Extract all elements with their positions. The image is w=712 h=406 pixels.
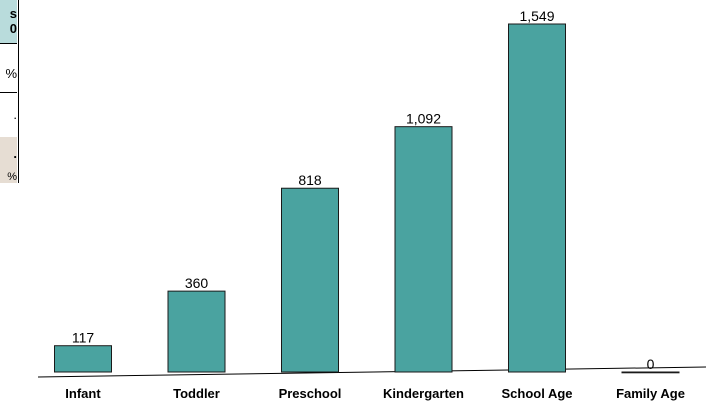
side-table-fragment: s 0 % . . %	[0, 0, 19, 183]
bar-family-age	[621, 371, 680, 374]
data-label: 1,549	[519, 8, 554, 24]
table-header-line-2: 0	[9, 21, 17, 36]
x-tick-label: School Age	[501, 386, 572, 401]
bar-toddler	[167, 290, 226, 373]
data-label: 1,092	[406, 111, 441, 127]
data-label: 0	[647, 356, 655, 372]
table-row: %	[0, 171, 17, 183]
x-tick-label: Toddler	[173, 386, 220, 401]
x-axis-line	[37, 366, 707, 378]
table-header-cell: s 0	[0, 0, 17, 44]
x-tick-label: Kindergarten	[383, 386, 464, 401]
table-header-line-1: s	[9, 6, 17, 21]
table-row: %	[0, 56, 17, 93]
x-tick-label: Infant	[65, 386, 101, 401]
bar-kindergarten	[394, 126, 453, 373]
data-label: 360	[185, 275, 209, 291]
bar-preschool	[281, 187, 339, 373]
data-label: 117	[72, 330, 95, 346]
data-label: 818	[298, 172, 322, 188]
bar-school-age	[508, 23, 566, 373]
x-tick-label: Family Age	[616, 386, 685, 401]
bar-infant	[54, 345, 112, 373]
x-tick-label: Preschool	[279, 386, 342, 401]
